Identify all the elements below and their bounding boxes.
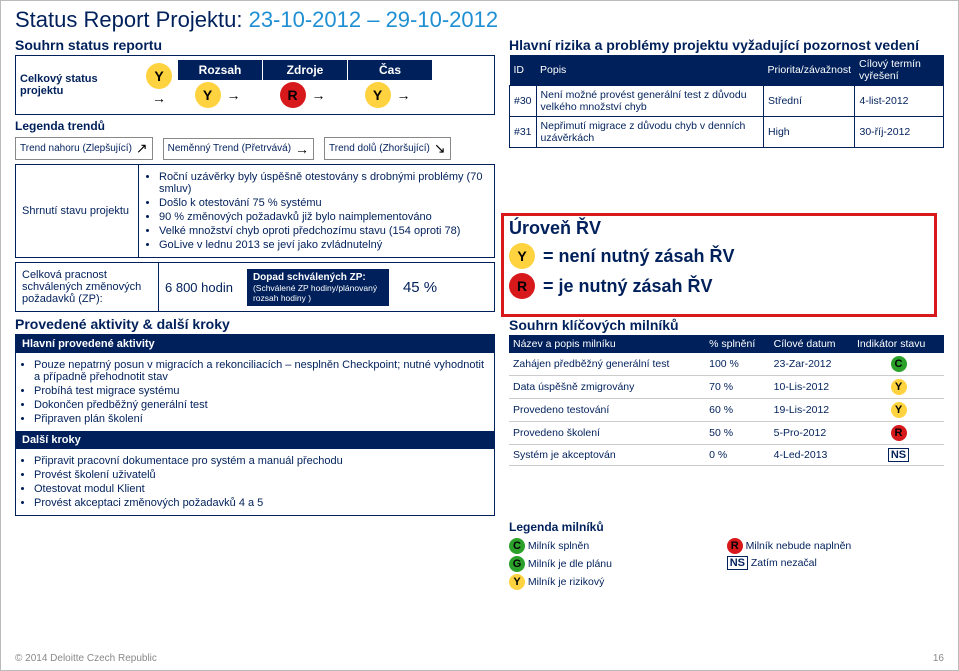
overall-badge: Y [146, 63, 172, 89]
level-badge: R [509, 273, 535, 299]
milestone-row: Zahájen předběžný generální test100 %23-… [509, 353, 944, 376]
summary-item: GoLive v lednu 2013 se jeví jako zvládnu… [159, 239, 488, 251]
risk-row: #30Není možné provést generální test z d… [510, 86, 944, 117]
milestone-legend: C Milník splněn R Milník nebude naplněn G … [509, 538, 944, 590]
next-step-item: Provést školení uživatelů [34, 469, 490, 481]
level-row: R = je nutný zásah ŘV [509, 273, 944, 299]
col-zdroje: Zdroje [263, 60, 348, 80]
mil-col-name: Název a popis milníku [509, 335, 705, 353]
mil-legend-title: Legenda milníků [509, 520, 944, 534]
level-row: Y = není nutný zásah ŘV [509, 243, 944, 269]
summary-section-header: Souhrn status reportu [15, 37, 495, 53]
legend-badge: Y [509, 574, 525, 590]
milestone-row: Provedeno testování60 %19-Lis-2012Y [509, 399, 944, 422]
milestone-row: Provedeno školení50 %5-Pro-2012R [509, 422, 944, 445]
mil-legend-item: G Milník je dle plánu [509, 556, 705, 572]
activity-item: Pouze nepatrný posun v migracích a rekon… [34, 359, 490, 383]
badge-zdroje: R [280, 82, 306, 108]
next-steps-header: Další kroky [16, 431, 494, 449]
risks-title: Hlavní rizika a problémy projektu vyžadu… [509, 37, 944, 53]
badge-cas: Y [365, 82, 391, 108]
risk-col-due: Cílový termín vyřešení [855, 55, 944, 86]
summary-list: Roční uzávěrky byly úspěšně otestovány s… [145, 171, 488, 251]
legend-badge: R [727, 538, 743, 554]
arrow-down-icon: ↘ [434, 140, 446, 157]
legend-title: Legenda trendů [15, 119, 495, 133]
arrow-up-icon: ↗ [136, 140, 148, 157]
risk-row: #31Nepřimutí migrace z důvodu chyb v den… [510, 117, 944, 148]
summary-item: Došlo k otestování 75 % systému [159, 197, 488, 209]
activity-item: Dokončen předběžný generální test [34, 399, 490, 411]
mil-col-pct: % splnění [705, 335, 770, 353]
status-badge: C [891, 356, 907, 372]
mil-legend-item: NS Zatím nezačal [727, 556, 944, 572]
summary-item: 90 % změnových požadavků již bylo naimpl… [159, 211, 488, 223]
status-badge: NS [888, 448, 909, 462]
mil-col-ind: Indikátor stavu [853, 335, 944, 353]
title-dates: 23-10-2012 – 29-10-2012 [249, 7, 499, 32]
arrow-right-icon: → [227, 87, 241, 103]
legend-badge: NS [727, 556, 748, 570]
summary-item: Roční uzávěrky byly úspěšně otestovány s… [159, 171, 488, 195]
milestones-title: Souhrn klíčových milníků [509, 317, 944, 333]
level-text: = je nutný zásah ŘV [543, 276, 713, 297]
risk-col-prio: Priorita/závažnost [764, 55, 855, 86]
legend-badge: C [509, 538, 525, 554]
risk-col-id: ID [510, 55, 537, 86]
arrow-right-icon: → [295, 141, 309, 157]
col-rozsah: Rozsah [178, 60, 263, 80]
legend-down: Trend dolů (Zhoršující) [329, 143, 430, 154]
level-text: = není nutný zásah ŘV [543, 246, 735, 267]
activity-item: Probíhá test migrace systému [34, 385, 490, 397]
risks-table: ID Popis Priorita/závažnost Cílový termí… [509, 55, 944, 148]
page-title: Status Report Projektu: 23-10-2012 – 29-… [15, 7, 944, 33]
next-step-item: Otestovat modul Klient [34, 483, 490, 495]
cr-label: Celková pracnost schválených změnových p… [16, 263, 159, 311]
col-cas: Čas [348, 60, 433, 80]
milestone-row: Systém je akceptován0 %4-Led-2013NS [509, 445, 944, 466]
next-step-item: Připravit pracovní dokumentace pro systé… [34, 455, 490, 467]
title-prefix: Status Report Projektu: [15, 7, 242, 32]
next-steps-list: Připravit pracovní dokumentace pro systé… [16, 449, 494, 515]
status-badge: Y [891, 379, 907, 395]
activity-item: Připraven plán školení [34, 413, 490, 425]
footer-copyright: © 2014 Deloitte Czech Republic [15, 653, 157, 664]
level-title: Úroveň ŘV [509, 218, 944, 239]
mil-legend-item: C Milník splněn [509, 538, 705, 554]
legend-up: Trend nahoru (Zlepšující) [20, 143, 132, 154]
legend-flat: Neměnný Trend (Přetrvává) [168, 143, 291, 154]
legend-badge: G [509, 556, 525, 572]
cr-hours: 6 800 hodin [165, 280, 233, 295]
next-step-item: Provést akceptaci změnových požadavků 4 … [34, 497, 490, 509]
main-activities-header: Hlavní provedené aktivity [16, 335, 494, 353]
activities-title: Provedené aktivity & další kroky [15, 316, 495, 332]
overall-status-label: Celkový status projektu [20, 73, 140, 97]
badge-rozsah: Y [195, 82, 221, 108]
summary-label: Shrnutí stavu projektu [16, 165, 139, 257]
milestone-row: Data úspěšně zmigrovány70 %10-Lis-2012Y [509, 376, 944, 399]
arrow-right-icon: → [312, 87, 326, 103]
page-number: 16 [933, 653, 944, 664]
status-badge: Y [891, 402, 907, 418]
mil-legend-item: R Milník nebude naplněn [727, 538, 944, 554]
mil-legend-item: Y Milník je rizikový [509, 574, 705, 590]
cr-impact-label: Dopad schválených ZP: [253, 272, 383, 283]
arrow-right-icon: → [397, 87, 411, 103]
trend-legend: Trend nahoru (Zlepšující) ↗ Neměnný Trend… [15, 137, 495, 160]
main-activities-list: Pouze nepatrný posun v migracích a rekon… [16, 353, 494, 431]
summary-item: Velké množství chyb oproti předchozímu s… [159, 225, 488, 237]
risk-col-popis: Popis [536, 55, 764, 86]
cr-impact-sub: (Schválené ZP hodiny/plánovaný rozsah ho… [253, 283, 383, 303]
milestones-table: Název a popis milníku % splnění Cílové d… [509, 335, 944, 466]
arrow-right-icon: → [152, 90, 166, 106]
level-badge: Y [509, 243, 535, 269]
cr-pct: 45 % [403, 279, 437, 296]
status-badge: R [891, 425, 907, 441]
mil-col-date: Cílové datum [770, 335, 853, 353]
